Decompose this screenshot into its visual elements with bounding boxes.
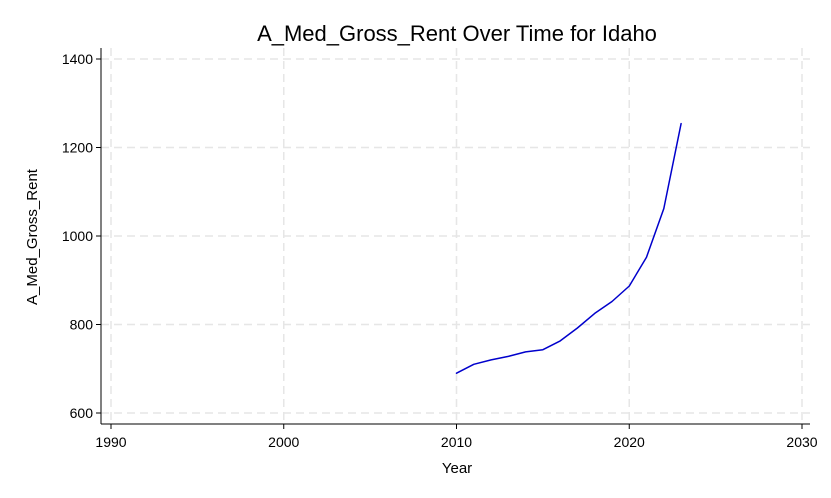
y-tick-label: 800 bbox=[70, 317, 94, 333]
y-tick-label: 600 bbox=[70, 405, 94, 421]
x-tick-label: 2020 bbox=[614, 434, 645, 450]
tick-labels: 1990 2000 2010 2020 2030 600 800 1000 1200 1400 bbox=[62, 51, 818, 450]
x-tick-label: 2010 bbox=[441, 434, 472, 450]
x-axis-label: Year bbox=[442, 460, 472, 477]
x-tick-label: 2000 bbox=[268, 434, 299, 450]
x-tick-label: 2030 bbox=[786, 434, 817, 450]
grid bbox=[101, 48, 810, 424]
series-line-0 bbox=[455, 122, 682, 374]
y-axis-label: A_Med_Gross_Rent bbox=[24, 168, 41, 305]
chart-title: A_Med_Gross_Rent Over Time for Idaho bbox=[257, 21, 657, 46]
series-layer bbox=[455, 122, 682, 374]
y-tick-label: 1400 bbox=[62, 51, 93, 67]
y-tick-label: 1000 bbox=[62, 228, 93, 244]
y-tick-label: 1200 bbox=[62, 140, 93, 156]
x-tick-label: 1990 bbox=[95, 434, 126, 450]
